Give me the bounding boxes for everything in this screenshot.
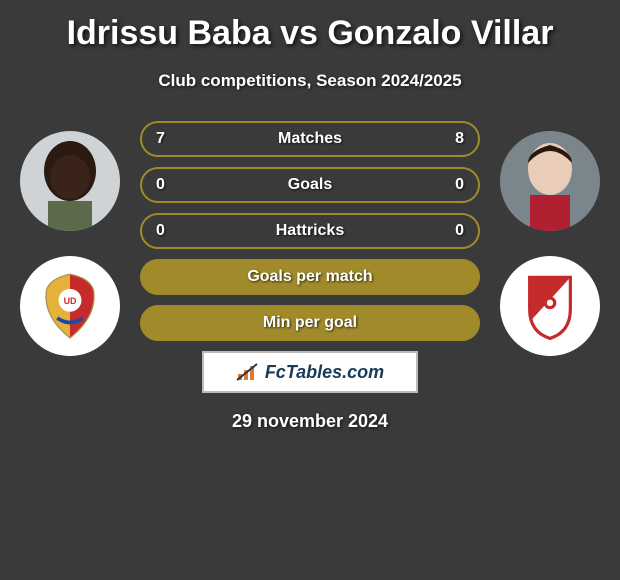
stat-row: Goals per match [140, 259, 480, 295]
bar-chart-icon [236, 362, 262, 382]
stat-left-value: 0 [156, 176, 186, 194]
subtitle: Club competitions, Season 2024/2025 [10, 71, 610, 91]
fctables-badge[interactable]: FcTables.com [202, 351, 418, 393]
stat-row: 0 Hattricks 0 [140, 213, 480, 249]
stat-label: Matches [186, 130, 434, 148]
stat-right-value: 0 [434, 222, 464, 240]
club-left-badge: UD [20, 256, 120, 356]
stat-left-value: 0 [156, 222, 186, 240]
player-left-avatar [20, 131, 120, 231]
stat-row: 0 Goals 0 [140, 167, 480, 203]
stat-left-value: 7 [156, 130, 186, 148]
fctables-logo: FcTables.com [236, 362, 384, 383]
club-right-badge [500, 256, 600, 356]
player-right-avatar [500, 131, 600, 231]
stat-row: 7 Matches 8 [140, 121, 480, 157]
page-title: Idrissu Baba vs Gonzalo Villar [10, 14, 610, 53]
date-text: 29 november 2024 [140, 411, 480, 432]
stat-label: Goals [186, 176, 434, 194]
stats-list: 7 Matches 8 0 Goals 0 0 Hattricks 0 Goal… [140, 121, 480, 432]
stat-label: Hattricks [186, 222, 434, 240]
stat-right-value: 8 [434, 130, 464, 148]
comparison-area: UD 7 Matches 8 0 Goals 0 [10, 121, 610, 451]
fctables-text: FcTables.com [265, 362, 384, 383]
stat-label: Min per goal [156, 314, 464, 332]
svg-text:UD: UD [64, 296, 77, 306]
stat-right-value: 0 [434, 176, 464, 194]
stat-label: Goals per match [156, 268, 464, 286]
stat-row: Min per goal [140, 305, 480, 341]
